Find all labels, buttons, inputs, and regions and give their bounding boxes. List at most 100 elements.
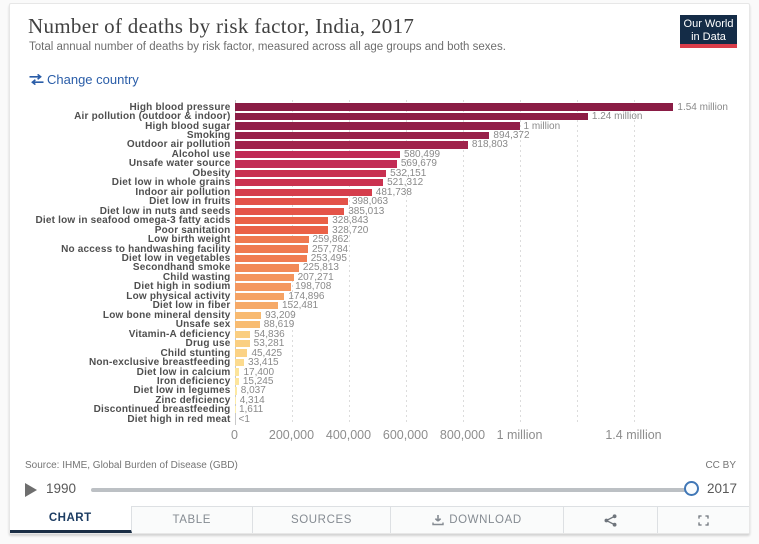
bar [234, 330, 251, 338]
bar [234, 235, 309, 244]
plot-area: 0 200,000 400,000 600,000 800,000 1 million 1.… [10, 4, 749, 533]
bar-category-label: Non-exclusive breastfeeding [88, 357, 231, 369]
tab-download[interactable]: DOWNLOAD [391, 506, 564, 533]
bar-category-label: Outdoor air pollution [126, 139, 231, 151]
bar-category-label: Low physical activity [126, 290, 231, 302]
change-country-button[interactable]: Change country [29, 72, 139, 87]
bar-row[interactable]: Outdoor air pollution 818,803 [10, 139, 749, 151]
bar-value-label: 569,679 [400, 158, 437, 170]
tab-label: SOURCES [290, 514, 353, 526]
bar-value-label: 174,896 [288, 290, 325, 302]
bar-row[interactable]: Diet low in nuts and seeds 385,013 [10, 205, 749, 217]
bar-value-label: 580,499 [403, 148, 441, 160]
bar-row[interactable]: High blood pressure 1.54 million [10, 101, 749, 113]
bar-row[interactable]: Diet low in seafood omega-3 fatty acids 3… [10, 215, 749, 226]
bar-row[interactable]: Alcohol use 580,499 [10, 148, 749, 160]
bar-row[interactable]: Diet low in legumes 8,037 [10, 385, 749, 396]
bar-value-label: 45,425 [251, 347, 283, 359]
bar [234, 349, 248, 357]
bar [234, 273, 294, 282]
tab-chart[interactable]: CHART [10, 506, 132, 533]
bar [234, 387, 237, 395]
bar-row[interactable]: Indoor air pollution 481,738 [10, 186, 749, 198]
bar-category-label: Diet low in calcium [136, 366, 231, 378]
bar-row[interactable]: Iron deficiency 15,245 [10, 375, 749, 387]
bar-category-label: Poor sanitation [154, 224, 231, 236]
bar-category-label: Obesity [192, 167, 231, 179]
tab-table[interactable]: TABLE [131, 506, 253, 533]
bar-category-label: Diet high in sodium [133, 281, 231, 293]
bar-row[interactable]: Diet low in calcium 17,400 [10, 366, 749, 378]
chart-subtitle: Total annual number of deaths by risk fa… [29, 41, 506, 53]
bar-row[interactable]: Secondhand smoke 225,813 [10, 262, 749, 274]
bar-row[interactable]: Diet low in fiber 152,481 [10, 300, 749, 311]
bar-row[interactable]: Smoking 894,372 [10, 130, 749, 141]
bar-row[interactable]: Air pollution (outdoor & indoor) 1.24 mil… [10, 111, 749, 122]
gridline [519, 100, 521, 425]
bar-value-label: 17,400 [243, 366, 275, 378]
bar-category-label: Discontinued breastfeeding [93, 404, 231, 416]
bar-value-label: 521,312 [387, 177, 424, 189]
bar-value-label: <1 [238, 413, 250, 425]
bar-row[interactable]: Low physical activity 174,896 [10, 290, 749, 302]
bar-row[interactable]: Discontinued breastfeeding 1,611 [10, 404, 749, 416]
x-tick-label: 1.4 million [605, 428, 662, 442]
gridline [405, 100, 407, 425]
bar-value-label: 894,372 [493, 130, 530, 141]
bar-category-label: Smoking [186, 130, 231, 141]
bar-row[interactable]: Obesity 532,151 [10, 167, 749, 179]
bar-value-label: 225,813 [302, 262, 339, 274]
bar-row[interactable]: Unsafe sex 88,619 [10, 319, 749, 331]
bar-category-label: Unsafe sex [175, 319, 231, 331]
bar-row[interactable]: Zinc deficiency 4,314 [10, 395, 749, 406]
bar-row[interactable]: Diet low in vegetables 253,495 [10, 253, 749, 264]
bar [234, 377, 239, 386]
timeline-handle[interactable] [684, 481, 699, 496]
bar-row[interactable]: Diet high in red meat <1 [10, 413, 749, 425]
bar [234, 264, 299, 272]
bar-category-label: Indoor air pollution [135, 186, 231, 198]
bar-row[interactable]: Non-exclusive breastfeeding 33,415 [10, 357, 749, 369]
bar-category-label: Diet low in fruits [149, 196, 231, 208]
chart-card: Number of deaths by risk factor, India, … [9, 3, 750, 534]
bar-row[interactable]: Vitamin-A deficiency 54,836 [10, 329, 749, 340]
bar-row[interactable]: No access to handwashing facility 257,784 [10, 244, 749, 255]
gridline [462, 100, 464, 425]
timeline-track[interactable] [91, 488, 691, 492]
play-icon [25, 483, 37, 497]
bar-value-label: 15,245 [242, 375, 274, 387]
bar-row[interactable]: Diet low in whole grains 521,312 [10, 177, 749, 189]
license-note[interactable]: CC BY [705, 460, 736, 471]
owid-logo[interactable]: Our World in Data [680, 15, 737, 48]
bar-row[interactable]: Child stunting 45,425 [10, 347, 749, 359]
share-button[interactable] [564, 506, 658, 533]
gridline [348, 100, 350, 425]
bar-row[interactable]: High blood sugar 1 million [10, 121, 749, 132]
bar-row[interactable]: Low bone mineral density 93,209 [10, 309, 749, 321]
bar-category-label: Child stunting [160, 347, 231, 359]
fullscreen-button[interactable] [658, 506, 749, 533]
bar [234, 160, 397, 168]
x-tick-label: 0 [231, 428, 238, 442]
bar-value-label: 93,209 [265, 309, 296, 321]
bar [234, 188, 372, 196]
bar-row[interactable]: Diet high in sodium 198,708 [10, 281, 749, 293]
bar-value-label: 328,720 [332, 224, 369, 236]
bar-row[interactable]: Low birth weight 259,862 [10, 234, 749, 245]
bar-value-label: 398,063 [351, 196, 389, 208]
bar [234, 339, 250, 348]
timeline-end-year: 2017 [707, 481, 738, 496]
bar-category-label: Diet low in nuts and seeds [99, 205, 231, 217]
tab-label: DOWNLOAD [449, 514, 522, 526]
bar-value-label: 481,738 [375, 186, 412, 198]
bar [234, 198, 348, 206]
bar-row[interactable]: Child wasting 207,271 [10, 272, 749, 283]
bar-row[interactable]: Diet low in fruits 398,063 [10, 196, 749, 208]
bar-row[interactable]: Drug use 53,281 [10, 338, 749, 349]
bar-row[interactable]: Unsafe water source 569,679 [10, 158, 749, 170]
bar-row[interactable]: Poor sanitation 328,720 [10, 224, 749, 236]
bar-category-label: High blood pressure [129, 101, 231, 113]
bar [234, 245, 308, 253]
play-button[interactable] [25, 483, 38, 497]
tab-sources[interactable]: SOURCES [253, 506, 391, 533]
